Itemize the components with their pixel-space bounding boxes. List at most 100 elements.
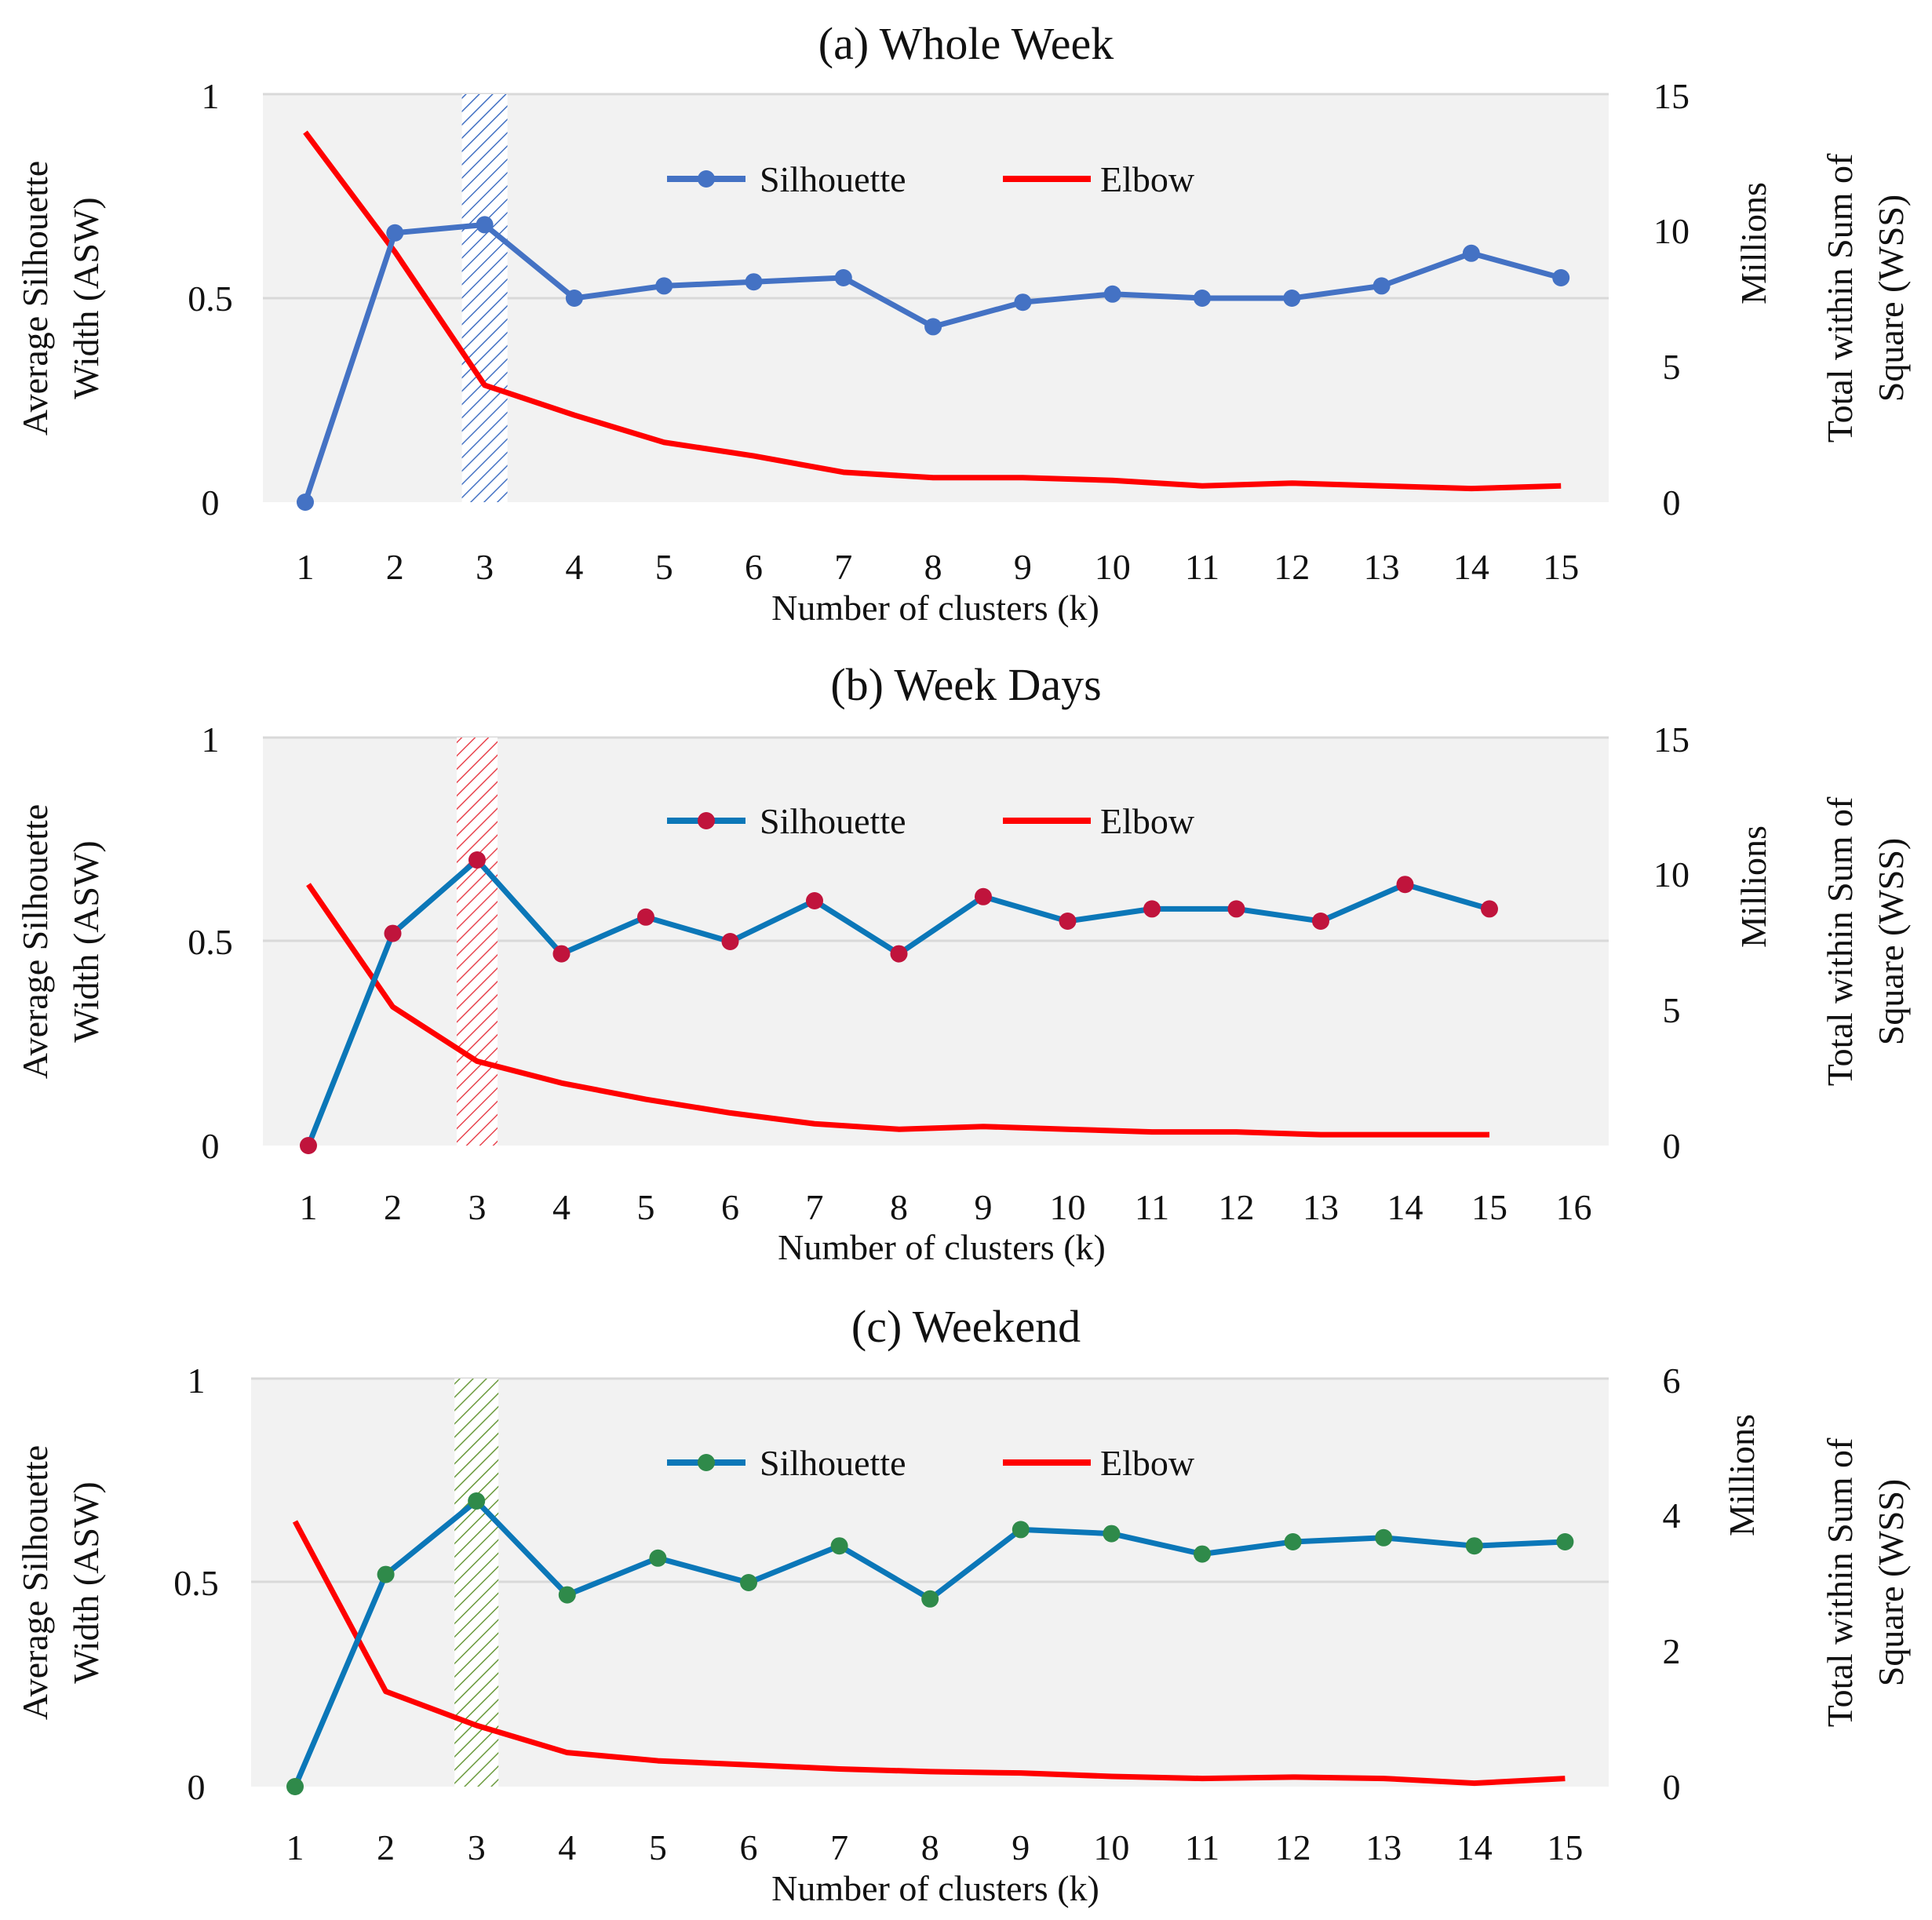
x-tick-label: 8 [890, 1187, 908, 1227]
y-left-label: Average Silhouette Width (ASW) [15, 1445, 106, 1720]
x-tick-label: 7 [834, 547, 852, 587]
y-left-tick-1: 1 [202, 720, 220, 760]
silhouette-point [386, 224, 404, 242]
x-tick-label: 15 [1547, 1827, 1583, 1867]
silhouette-point [830, 1537, 848, 1555]
x-tick-label: 10 [1095, 547, 1131, 587]
legend-elbow-label: Elbow [1100, 1443, 1195, 1483]
panel-weekend: (c) Weekend 1 0.5 0 6 4 2 0 Average Silh… [15, 1301, 1911, 1908]
legend-silhouette-marker [698, 812, 715, 829]
x-tick-label: 10 [1050, 1187, 1086, 1227]
legend: Silhouette Elbow [667, 1443, 1195, 1483]
y-right-tick-5: 5 [1663, 990, 1681, 1030]
silhouette-point [806, 892, 823, 909]
silhouette-point [890, 945, 908, 963]
y-left-label: Average Silhouette Width (ASW) [15, 804, 106, 1079]
y-left-tick-0-5: 0.5 [188, 279, 233, 319]
silhouette-point [384, 924, 402, 942]
x-tick-label: 12 [1275, 1827, 1311, 1867]
silhouette-point [655, 277, 673, 295]
y-right-label-line2: Square (WSS) [1871, 195, 1911, 402]
silhouette-point [1556, 1533, 1574, 1550]
silhouette-point [1396, 876, 1414, 894]
x-tick-label: 10 [1093, 1827, 1129, 1867]
x-tick-label: 4 [565, 547, 583, 587]
x-tick-label: 5 [655, 547, 673, 587]
x-tick-label: 3 [468, 1187, 487, 1227]
y-right-tick-15: 15 [1653, 76, 1690, 116]
x-tick-label: 2 [377, 1827, 395, 1867]
y-right-label-line1: Total within Sum of [1820, 153, 1860, 443]
silhouette-point [377, 1565, 395, 1583]
legend-silhouette-label: Silhouette [760, 801, 906, 841]
plot-marks [297, 130, 1570, 511]
silhouette-point [1014, 293, 1032, 311]
x-tick-label: 12 [1274, 547, 1310, 587]
x-tick-label: 11 [1185, 1827, 1219, 1867]
y-left-tick-0: 0 [188, 1767, 206, 1807]
silhouette-point [740, 1574, 757, 1591]
chart-title: (c) Weekend [851, 1301, 1081, 1352]
silhouette-point [1465, 1537, 1483, 1555]
chart-title: (b) Week Days [830, 659, 1101, 710]
legend: Silhouette Elbow [667, 159, 1195, 199]
silhouette-point [975, 887, 992, 905]
x-tick-label: 1 [297, 547, 315, 587]
silhouette-point [297, 494, 314, 511]
silhouette-point [1552, 269, 1570, 286]
x-tick-label: 8 [924, 547, 942, 587]
x-tick-label: 15 [1471, 1187, 1507, 1227]
x-tick-label: 13 [1364, 547, 1400, 587]
silhouette-point [1284, 1533, 1302, 1550]
x-axis-label: Number of clusters (k) [771, 1868, 1099, 1908]
y-left-tick-1: 1 [202, 76, 220, 116]
y-right-label-line2: Square (WSS) [1871, 1479, 1911, 1686]
x-tick-label: 14 [1456, 1827, 1493, 1867]
y-left-tick-0-5: 0.5 [188, 922, 233, 962]
silhouette-point [1227, 900, 1245, 918]
elbow-line [303, 130, 1562, 492]
x-tick-label: 5 [637, 1187, 655, 1227]
y-left-label-line2: Width (ASW) [66, 1481, 106, 1684]
silhouette-point [1194, 290, 1211, 307]
silhouette-point [921, 1590, 939, 1608]
silhouette-point [552, 945, 570, 963]
x-tick-label: 5 [649, 1827, 667, 1867]
y-right-label: Total within Sum of Square (WSS) [1820, 1437, 1911, 1727]
y-left-label: Average Silhouette Width (ASW) [15, 161, 106, 435]
right-unit-label: Millions [1722, 1414, 1762, 1536]
y-left-label-line1: Average Silhouette [15, 1445, 55, 1720]
y-right-tick-0: 0 [1663, 1767, 1681, 1807]
y-right-tick-0: 0 [1663, 1126, 1681, 1166]
y-right-unit: Millions [1733, 825, 1773, 948]
right-unit-label: Millions [1733, 825, 1773, 948]
silhouette-point [745, 273, 763, 291]
silhouette-point [637, 908, 654, 926]
x-tick-label: 11 [1135, 1187, 1169, 1227]
legend-silhouette-marker [698, 1454, 715, 1471]
y-left-tick-0-5: 0.5 [173, 1563, 219, 1603]
silhouette-point [1194, 1545, 1211, 1563]
x-tick-label: 1 [300, 1187, 318, 1227]
y-right-tick-4: 4 [1663, 1496, 1681, 1536]
plot-marks [300, 851, 1498, 1154]
x-tick-label: 14 [1453, 547, 1489, 587]
x-tick-label: 3 [468, 1827, 486, 1867]
y-right-tick-0: 0 [1663, 483, 1681, 523]
y-right-label: Total within Sum of Square (WSS) [1820, 153, 1911, 443]
silhouette-point [1059, 913, 1077, 930]
x-tick-label: 7 [806, 1187, 824, 1227]
highlight-band [461, 94, 508, 502]
x-tick-label: 3 [476, 547, 494, 587]
x-tick-label: 9 [975, 1187, 993, 1227]
panel-whole-week: (a) Whole Week 1 0.5 0 15 10 5 0 Average… [15, 18, 1911, 628]
x-axis-label: Number of clusters (k) [771, 588, 1099, 628]
y-left-label-line2: Width (ASW) [66, 197, 106, 399]
silhouette-point [924, 318, 942, 336]
y-right-unit: Millions [1733, 182, 1773, 304]
x-tick-label: 7 [830, 1827, 848, 1867]
y-right-label: Total within Sum of Square (WSS) [1820, 796, 1911, 1086]
y-left-tick-1: 1 [188, 1361, 206, 1401]
silhouette-point [1283, 290, 1301, 307]
